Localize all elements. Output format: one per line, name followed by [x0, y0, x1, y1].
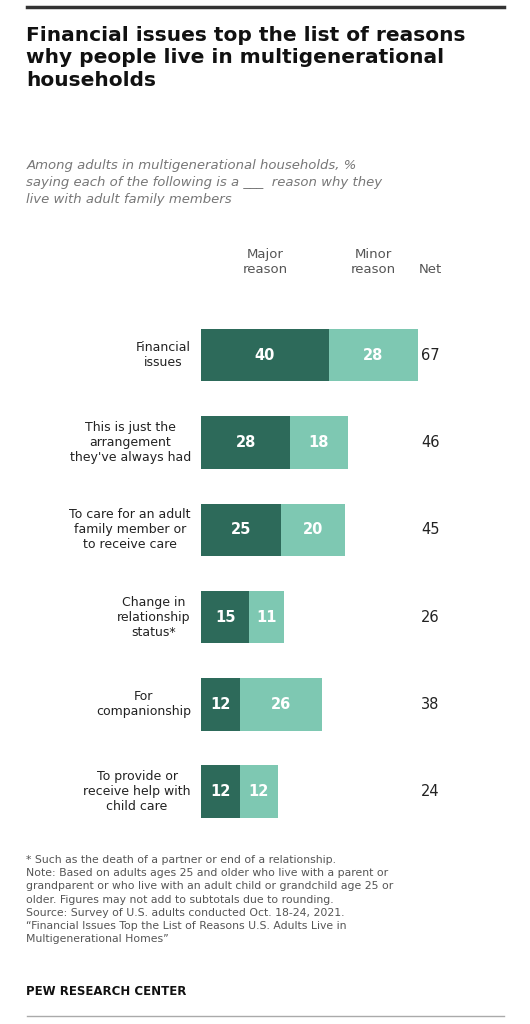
- Text: 28: 28: [363, 348, 383, 362]
- Text: Minor
reason: Minor reason: [350, 249, 396, 276]
- Bar: [329, 329, 418, 381]
- Text: PEW RESEARCH CENTER: PEW RESEARCH CENTER: [26, 985, 187, 998]
- Text: 12: 12: [249, 784, 269, 799]
- Bar: [201, 417, 290, 469]
- Bar: [281, 504, 344, 556]
- Text: Among adults in multigenerational households, %
saying each of the following is : Among adults in multigenerational househ…: [26, 159, 383, 206]
- Text: To provide or
receive help with
child care: To provide or receive help with child ca…: [83, 770, 191, 813]
- Text: This is just the
arrangement
they've always had: This is just the arrangement they've alw…: [69, 421, 191, 464]
- Text: * Such as the death of a partner or end of a relationship.
Note: Based on adults: * Such as the death of a partner or end …: [26, 855, 394, 944]
- Text: Net: Net: [419, 263, 442, 276]
- Bar: [240, 678, 322, 730]
- Text: Change in
relationship
status*: Change in relationship status*: [117, 596, 191, 639]
- Text: 11: 11: [257, 609, 277, 625]
- Bar: [249, 591, 284, 643]
- Text: 45: 45: [421, 522, 439, 538]
- Text: 40: 40: [255, 348, 275, 362]
- Text: 26: 26: [271, 697, 291, 712]
- Text: 26: 26: [421, 609, 440, 625]
- Bar: [201, 504, 281, 556]
- Text: 18: 18: [309, 435, 329, 450]
- Text: Major
reason: Major reason: [242, 249, 288, 276]
- Bar: [240, 766, 278, 818]
- Bar: [201, 766, 240, 818]
- Text: To care for an adult
family member or
to receive care: To care for an adult family member or to…: [69, 508, 191, 551]
- Text: Financial issues top the list of reasons
why people live in multigenerational
ho: Financial issues top the list of reasons…: [26, 26, 466, 90]
- Text: 38: 38: [421, 697, 439, 712]
- Text: For
companionship: For companionship: [96, 690, 191, 719]
- Text: 67: 67: [421, 348, 440, 362]
- Text: 28: 28: [236, 435, 256, 450]
- Text: 15: 15: [215, 609, 235, 625]
- Bar: [201, 591, 249, 643]
- Text: 12: 12: [210, 697, 231, 712]
- Text: 24: 24: [421, 784, 440, 799]
- Bar: [290, 417, 348, 469]
- Text: Financial
issues: Financial issues: [136, 341, 191, 370]
- Text: 12: 12: [210, 784, 231, 799]
- Text: 46: 46: [421, 435, 439, 450]
- Text: 25: 25: [231, 522, 251, 538]
- Bar: [201, 678, 240, 730]
- Text: 20: 20: [303, 522, 323, 538]
- Bar: [201, 329, 329, 381]
